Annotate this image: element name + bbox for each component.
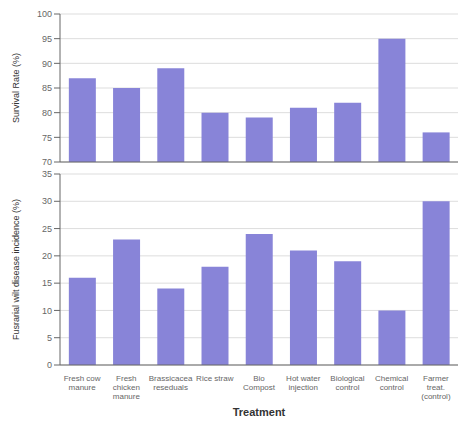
svg-text:Freshchickenmanure: Freshchickenmanure: [113, 374, 141, 401]
svg-text:75: 75: [42, 133, 52, 143]
svg-text:90: 90: [42, 59, 52, 69]
svg-text:Fresh cowmanure: Fresh cowmanure: [64, 374, 101, 392]
svg-text:70: 70: [42, 157, 52, 167]
svg-text:10: 10: [42, 306, 52, 316]
svg-text:85: 85: [42, 83, 52, 93]
svg-text:80: 80: [42, 108, 52, 118]
svg-text:Rice straw: Rice straw: [196, 374, 234, 383]
svg-text:20: 20: [42, 251, 52, 261]
svg-text:0: 0: [47, 360, 52, 370]
svg-text:Biologicalcontrol: Biologicalcontrol: [330, 374, 364, 392]
svg-text:Chemicalcontrol: Chemicalcontrol: [375, 374, 409, 392]
svg-text:30: 30: [42, 196, 52, 206]
svg-text:Survival Rate (%): Survival Rate (%): [11, 53, 21, 123]
svg-text:5: 5: [47, 333, 52, 343]
svg-text:Hot waterinjection: Hot waterinjection: [286, 374, 321, 392]
svg-text:100: 100: [37, 9, 52, 19]
svg-text:Farmertreat.(control): Farmertreat.(control): [421, 374, 451, 401]
svg-text:35: 35: [42, 169, 52, 179]
svg-text:25: 25: [42, 224, 52, 234]
svg-text:Brassicaceareseduals: Brassicaceareseduals: [149, 374, 193, 392]
svg-text:15: 15: [42, 278, 52, 288]
svg-text:Treatment: Treatment: [233, 406, 286, 418]
svg-text:Fusrarial wilt disease inciden: Fusrarial wilt disease incidence (%): [11, 199, 21, 340]
svg-text:95: 95: [42, 34, 52, 44]
svg-text:BioCompost: BioCompost: [243, 374, 276, 392]
